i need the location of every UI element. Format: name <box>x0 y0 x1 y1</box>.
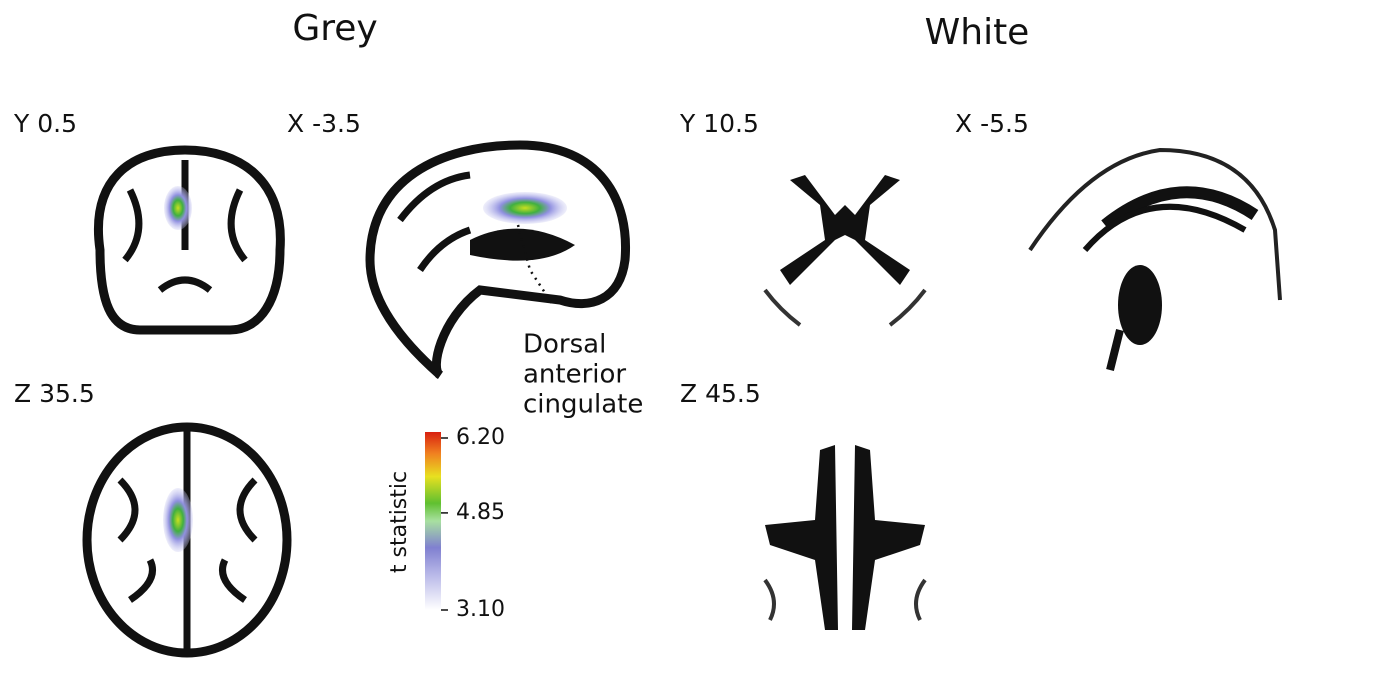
annotation-line: Dorsal <box>523 330 606 360</box>
white-header: White <box>925 12 1030 53</box>
annotation-line: anterior <box>523 360 626 390</box>
slice-label: Y 10.5 <box>679 109 759 138</box>
slice-label: Z 35.5 <box>14 379 95 408</box>
colorbar-tick-label: 4.85 <box>456 500 505 525</box>
white-coronal-slice <box>763 175 927 327</box>
colorbar-tick-label: 3.10 <box>456 597 505 622</box>
slice-label: X -5.5 <box>955 109 1029 138</box>
annotation-line: cingulate <box>523 390 643 420</box>
slice-label: Y 0.5 <box>13 109 77 138</box>
slice-label: X -3.5 <box>287 109 361 138</box>
colorbar-label: t statistic <box>387 471 412 573</box>
grey-header: Grey <box>292 8 377 49</box>
colorbar-ticks: 6.20 4.85 3.10 <box>441 425 505 622</box>
slice-label: Z 45.5 <box>680 379 761 408</box>
white-sagittal-slice <box>1028 147 1282 371</box>
grey-coronal-slice <box>94 145 285 335</box>
grey-axial-slice <box>82 422 292 658</box>
white-axial-slice <box>763 445 927 630</box>
colorbar-tick-label: 6.20 <box>456 425 505 450</box>
grey-sagittal-slice <box>365 140 631 380</box>
colorbar <box>425 432 441 610</box>
